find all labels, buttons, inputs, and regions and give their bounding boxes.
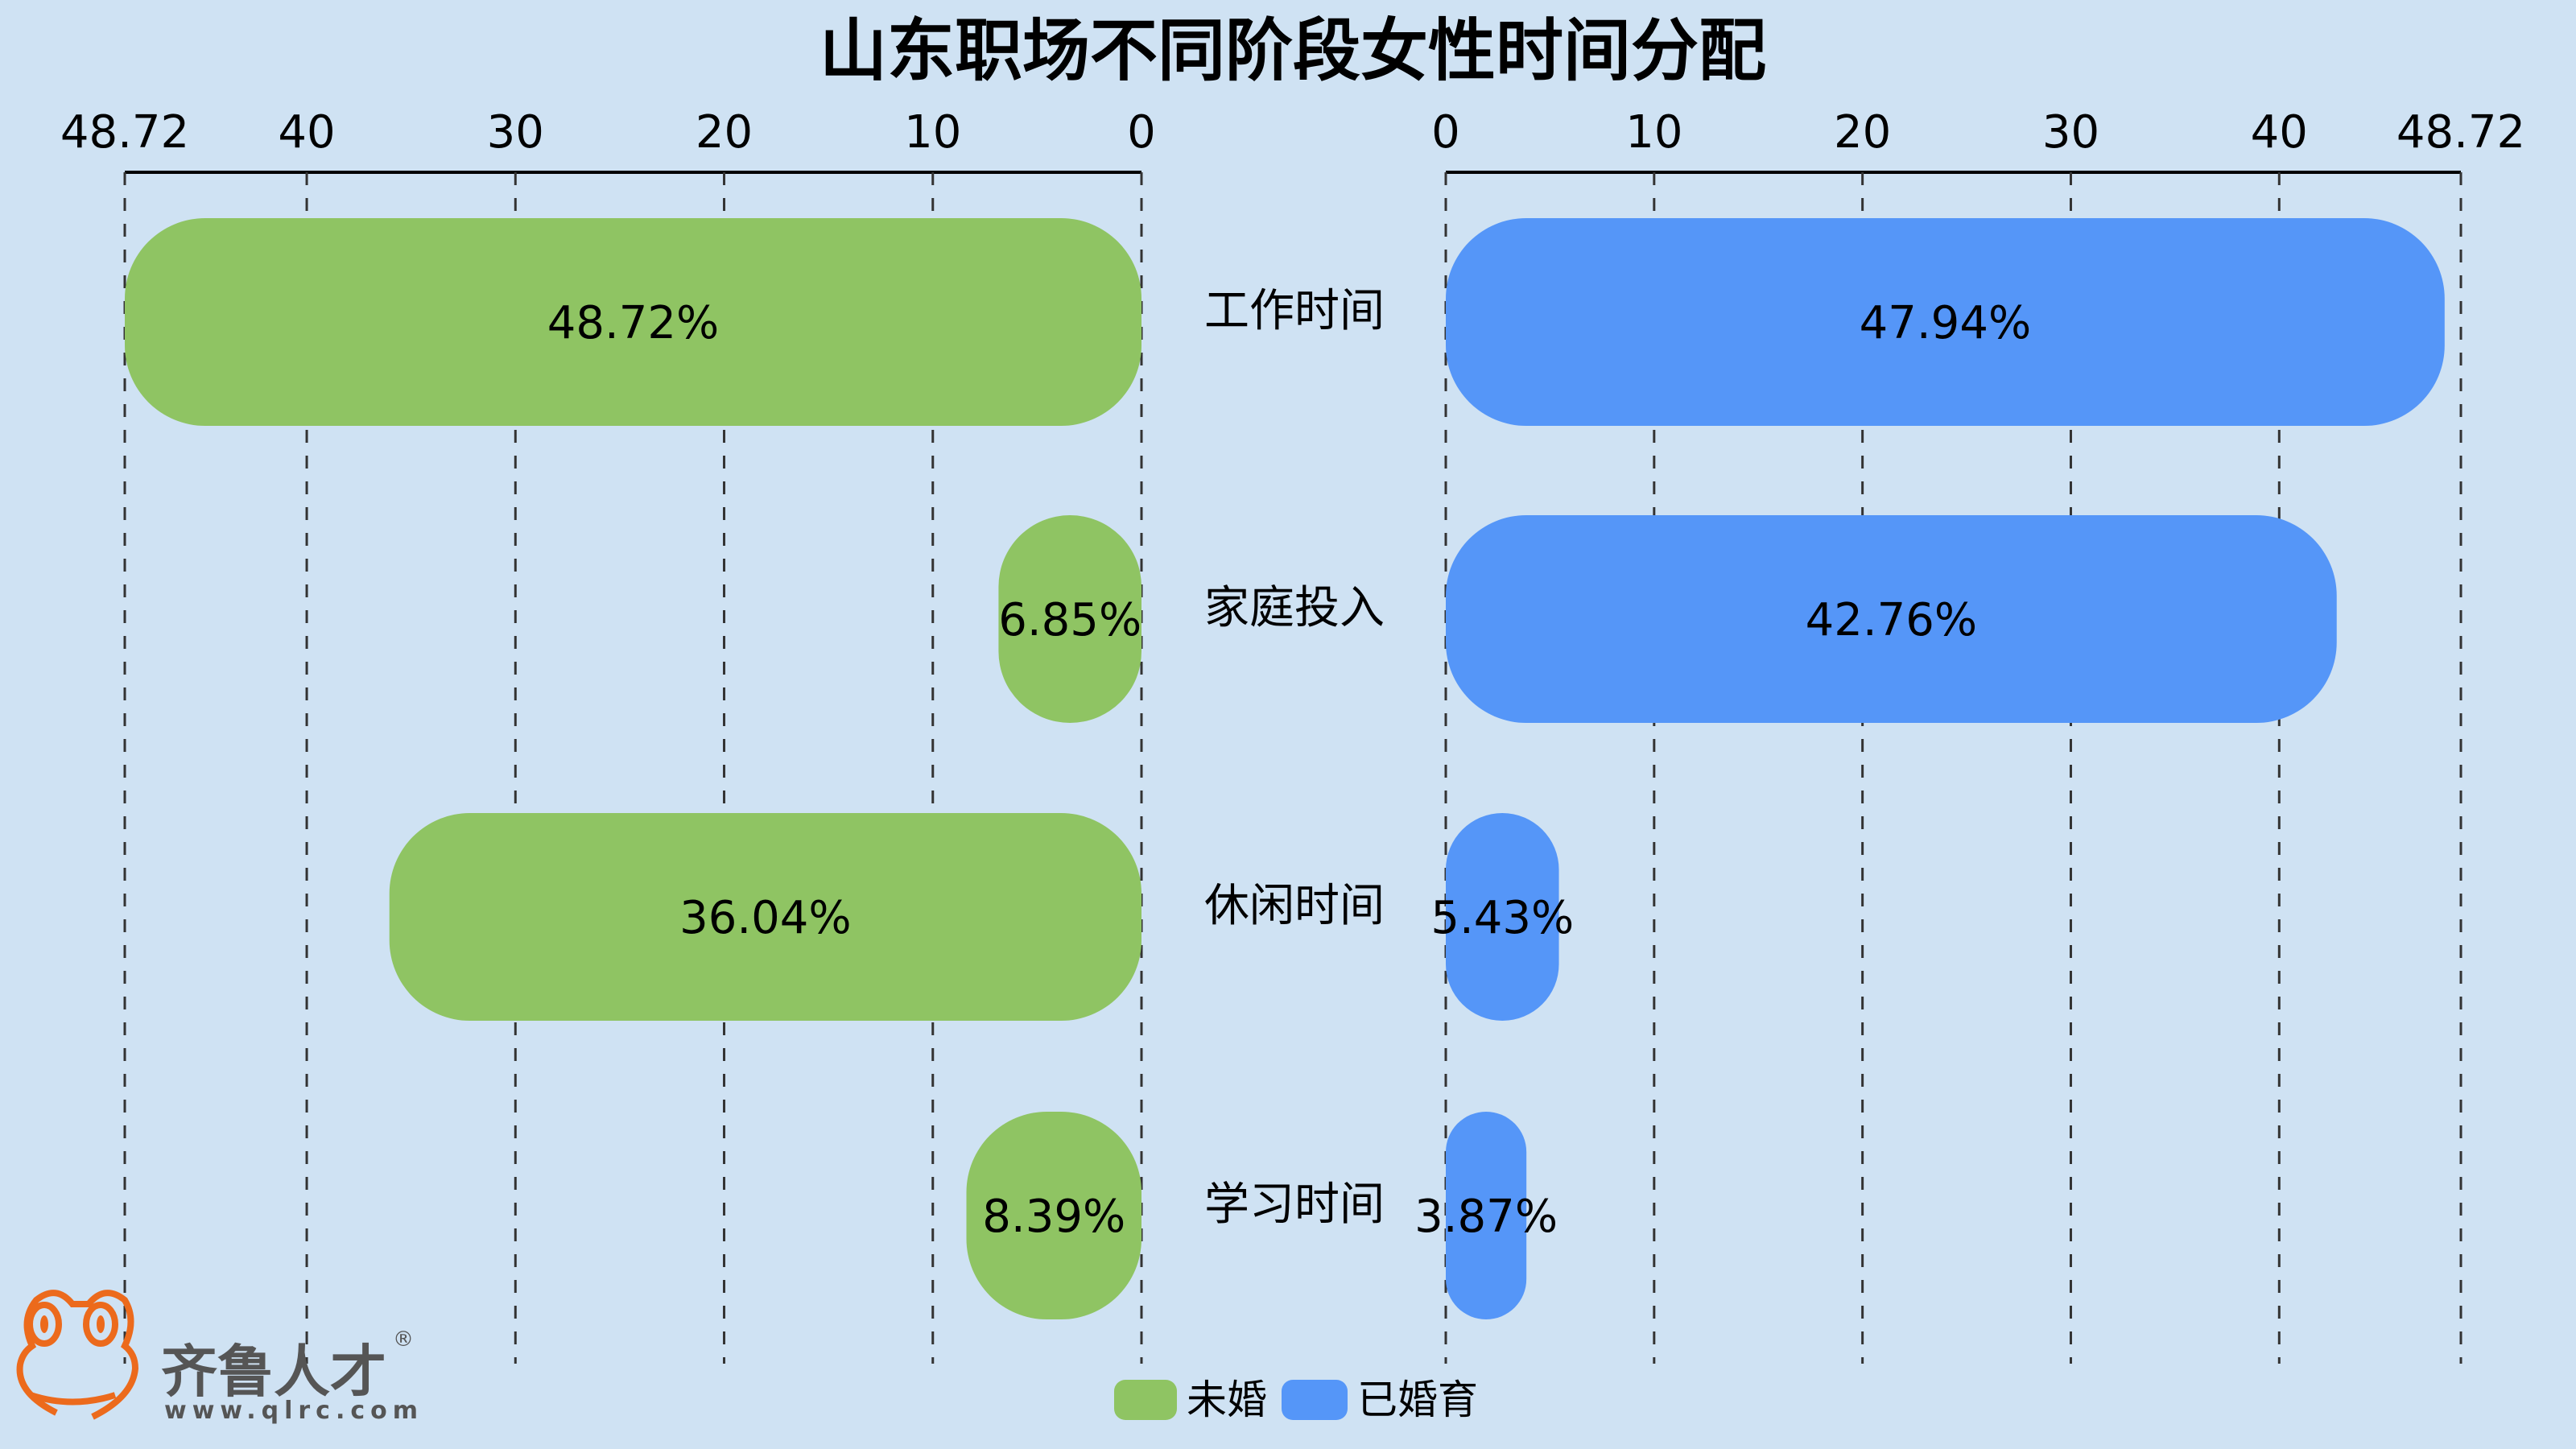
left-tick-label: 20 <box>696 106 753 159</box>
bar-unmarried <box>389 813 1142 1021</box>
data-label: 6.85% <box>998 594 1141 646</box>
left-tick-label: 30 <box>487 106 544 159</box>
data-label: 47.94% <box>1860 297 2032 349</box>
category-label: 家庭投入 <box>1204 582 1385 634</box>
frog-icon <box>16 1290 139 1420</box>
right-tick-label: 10 <box>1625 106 1682 159</box>
data-label: 5.43% <box>1430 892 1574 944</box>
bar-married <box>1446 1112 1527 1319</box>
left-tick-label: 10 <box>904 106 961 159</box>
left-tick-label: 48.72 <box>60 106 189 159</box>
category-label: 学习时间 <box>1204 1179 1385 1231</box>
legend-swatch-unmarried <box>1114 1380 1177 1420</box>
logo-registered: ® <box>393 1327 414 1352</box>
category-label: 休闲时间 <box>1204 880 1385 932</box>
category-label: 工作时间 <box>1204 285 1385 337</box>
qlrc-logo: 齐鲁人才 ® www.qlrc.com <box>16 1290 423 1425</box>
bar-married <box>1446 514 2337 723</box>
right-tick-label: 20 <box>1834 106 1891 159</box>
data-label: 8.39% <box>982 1191 1125 1243</box>
left-tick-label: 0 <box>1127 106 1156 159</box>
logo-url: www.qlrc.com <box>164 1397 423 1425</box>
right-tick-label: 40 <box>2251 106 2308 159</box>
right-tick-label: 0 <box>1431 106 1460 159</box>
bar-unmarried <box>966 1112 1141 1319</box>
data-label: 42.76% <box>1806 594 1978 646</box>
data-label: 48.72% <box>547 297 720 349</box>
data-label: 3.87% <box>1414 1191 1558 1243</box>
right-tick-label: 30 <box>2042 106 2099 159</box>
legend: 未婚 已婚育 <box>1114 1377 1478 1423</box>
bar-unmarried <box>125 218 1141 426</box>
bar-married <box>1446 218 2445 426</box>
right-tick-label: 48.72 <box>2396 106 2525 159</box>
bar-married <box>1446 813 1559 1021</box>
logo-name: 齐鲁人才 <box>161 1339 386 1405</box>
left-tick-label: 40 <box>278 106 335 159</box>
legend-label-unmarried: 未婚 <box>1187 1377 1267 1423</box>
chart-title: 山东职场不同阶段女性时间分配 <box>819 11 1766 90</box>
legend-label-married: 已婚育 <box>1357 1377 1478 1423</box>
legend-swatch-married <box>1282 1380 1348 1420</box>
bar-unmarried <box>998 515 1141 724</box>
data-label: 36.04% <box>679 892 852 944</box>
